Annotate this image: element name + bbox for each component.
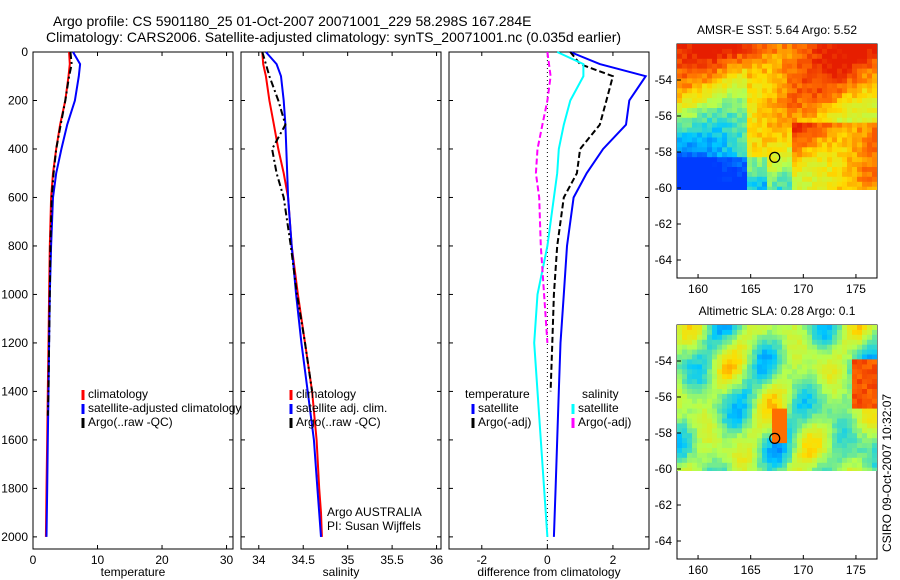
legend-label: Argo(..raw -QC) — [88, 415, 173, 429]
x-tick-label: 30 — [220, 553, 234, 567]
legend-heading: salinity — [582, 387, 619, 401]
x-tick-label: 165 — [741, 282, 761, 296]
y-tick-label: -64 — [655, 253, 673, 267]
y-tick-label: 2000 — [1, 530, 28, 544]
x-tick-label: 10 — [91, 553, 105, 567]
y-tick-label: 400 — [8, 142, 28, 156]
figure-title-line2: Climatology: CARS2006. Satellite-adjuste… — [46, 29, 622, 45]
y-tick-label: -64 — [655, 534, 673, 548]
x-tick-label: 20 — [155, 553, 169, 567]
x-tick-label: -2 — [476, 553, 487, 567]
y-tick-label: -54 — [655, 73, 673, 87]
annotation-text: PI: Susan Wijffels — [327, 519, 421, 533]
y-tick-label: 1200 — [1, 336, 28, 350]
float-position-marker — [769, 151, 781, 163]
legend-label: satellite — [578, 401, 619, 415]
plot-frame — [32, 51, 234, 550]
y-tick-label: 1400 — [1, 384, 28, 398]
x-tick-label: 160 — [688, 282, 708, 296]
y-tick-label: -56 — [655, 109, 673, 123]
y-tick-label: 800 — [8, 239, 28, 253]
legend-label: climatology — [296, 387, 356, 401]
legend-label: Argo(-adj) — [578, 415, 631, 429]
series-line — [261, 51, 314, 392]
float-position-marker — [769, 432, 781, 444]
plot-frame — [240, 51, 442, 550]
x-tick-label: 170 — [793, 282, 813, 296]
y-tick-label: 1800 — [1, 481, 28, 495]
sst-map-panel: AMSR-E SST: 5.64 Argo: 5.52 160 165 170 175 -… — [655, 23, 878, 296]
legend-heading: temperature — [465, 387, 530, 401]
annotation-text: Argo AUSTRALIA — [327, 505, 422, 519]
series-line — [265, 51, 322, 537]
map-title: AMSR-E SST: 5.64 Argo: 5.52 — [697, 23, 857, 37]
x-axis-label: difference from climatology — [477, 565, 620, 579]
series-line — [552, 51, 648, 537]
x-tick-label: 34.5 — [292, 553, 316, 567]
series-line — [549, 51, 615, 392]
x-tick-label: 35 — [341, 553, 355, 567]
legend-label: climatology — [88, 387, 148, 401]
y-tick-label: -54 — [655, 354, 673, 368]
map-field — [677, 325, 877, 471]
y-tick-label: -62 — [655, 217, 673, 231]
y-tick-label: -58 — [655, 426, 673, 440]
y-tick-label: -62 — [655, 498, 673, 512]
x-tick-label: 175 — [846, 563, 866, 577]
x-tick-label: 35.5 — [380, 553, 404, 567]
figure-title-line1: Argo profile: CS 5901180_25 01-Oct-2007 … — [53, 13, 532, 29]
x-tick-label: 2 — [610, 553, 617, 567]
x-tick-label: 160 — [688, 563, 708, 577]
legend-label: Argo(..raw -QC) — [296, 415, 381, 429]
temperature-panel: 0 10 20 30 0 200 400 600 800 1000 1200 1400 1600 1800… — [1, 45, 241, 579]
timestamp-stamp: CSIRO 09-Oct-2007 10:32:07 — [880, 394, 894, 552]
x-tick-label: 165 — [741, 563, 761, 577]
y-tick-label: 1600 — [1, 433, 28, 447]
x-tick-label: 36 — [430, 553, 444, 567]
x-tick-label: 0 — [30, 553, 37, 567]
y-tick-label: -60 — [655, 181, 673, 195]
y-tick-label: -60 — [655, 462, 673, 476]
y-tick-label: -56 — [655, 390, 673, 404]
y-tick-label: 200 — [8, 93, 28, 107]
legend-label: Argo(-adj) — [478, 415, 531, 429]
map-field — [677, 44, 877, 190]
sla-map-panel: Altimetric SLA: 0.28 Argo: 0.1 160 165 170 1… — [655, 304, 878, 577]
series-line — [45, 51, 82, 537]
y-tick-label: 0 — [21, 45, 28, 59]
x-tick-label: 0 — [544, 553, 551, 567]
y-tick-label: -58 — [655, 145, 673, 159]
y-tick-label: 600 — [8, 190, 28, 204]
x-tick-label: 170 — [793, 563, 813, 577]
legend-label: satellite adj. clim. — [296, 401, 387, 415]
series-line — [534, 51, 552, 343]
plot-frame — [448, 51, 650, 550]
legend-label: satellite-adjusted climatology — [88, 401, 241, 415]
x-tick-label: 34 — [252, 553, 266, 567]
x-axis-label: salinity — [323, 565, 360, 579]
series-line — [533, 51, 585, 537]
legend-label: satellite — [478, 401, 519, 415]
series-line — [46, 51, 73, 416]
x-tick-label: 175 — [846, 282, 866, 296]
y-tick-label: 1000 — [1, 287, 28, 301]
x-axis-label: temperature — [101, 565, 166, 579]
map-title: Altimetric SLA: 0.28 Argo: 0.1 — [699, 304, 856, 318]
salinity-panel: 34 34.5 35 35.5 36 salinity climatologysatelli… — [240, 51, 444, 579]
